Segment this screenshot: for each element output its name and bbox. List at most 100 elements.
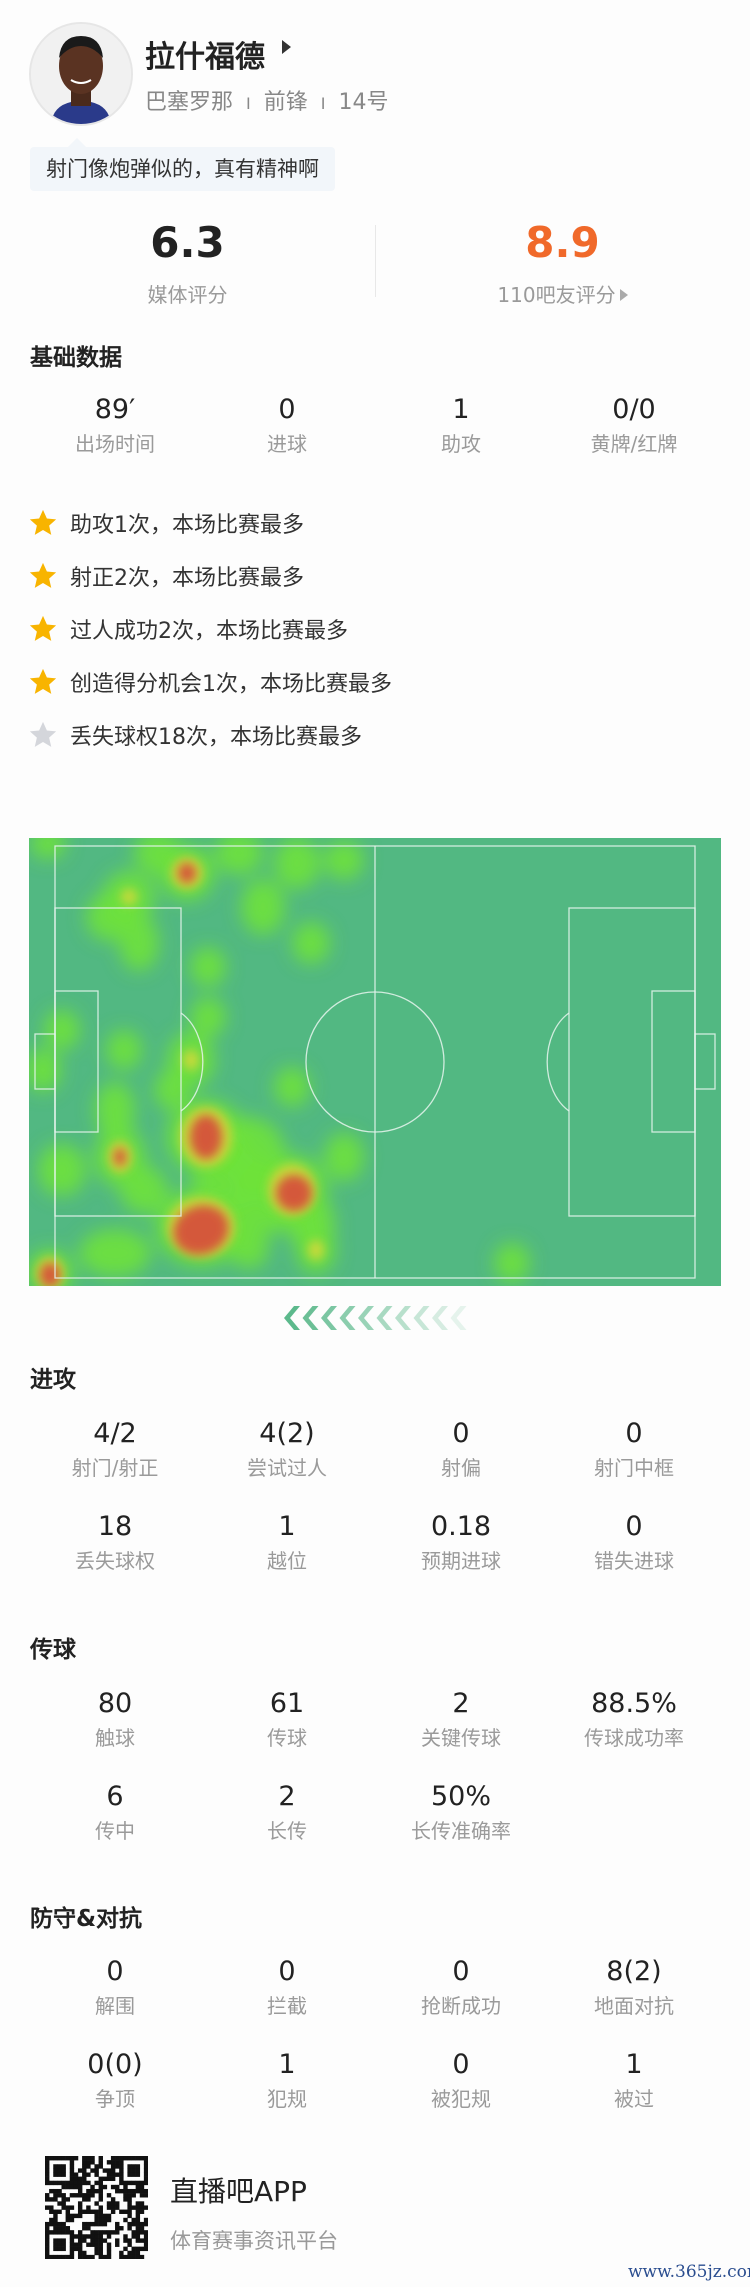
- stat-label: 长传准确率: [411, 1819, 511, 1843]
- stat-value: 0: [106, 1956, 124, 1987]
- stat-value: 0(0): [87, 2049, 143, 2080]
- heat-spot: [190, 997, 226, 1037]
- chevron-left-icon: [395, 1306, 411, 1330]
- heat-spot: [324, 1133, 364, 1181]
- stat-value: 1: [452, 394, 470, 425]
- heat-spot: [79, 1229, 151, 1277]
- stat-value: 0: [452, 2049, 470, 2080]
- stat-value: 6: [106, 1781, 124, 1812]
- highlight-text: 创造得分机会1次，本场比赛最多: [70, 672, 392, 697]
- highlight-item: 过人成功2次，本场比赛最多: [28, 611, 348, 647]
- stat-value: 80: [97, 1688, 133, 1719]
- star-gold-icon: [29, 562, 57, 588]
- star-gold-icon: [29, 615, 57, 641]
- stat-passing: 61 传球: [201, 1688, 373, 1752]
- fan-rating-label[interactable]: 110吧友评分: [375, 279, 750, 308]
- stat-label: 射门/射正: [71, 1456, 159, 1480]
- star-gold-icon: [29, 509, 57, 535]
- stat-defense: 0(0) 争顶: [29, 2049, 201, 2113]
- stat-label: 黄牌/红牌: [590, 432, 678, 456]
- stat-defense: 0 拦截: [201, 1956, 373, 2020]
- player-avatar[interactable]: [29, 22, 133, 126]
- stat-label: 射门中框: [594, 1456, 674, 1480]
- section-title-basic: 基础数据: [30, 345, 122, 371]
- stat-value: 0/0: [612, 394, 656, 425]
- player-name[interactable]: 拉什福德: [145, 40, 265, 75]
- section-title-defense: 防守&对抗: [30, 1906, 143, 1932]
- stat-label: 传球成功率: [584, 1726, 684, 1750]
- highlight-item: 射正2次，本场比赛最多: [28, 558, 304, 594]
- chevron-left-icon: [339, 1306, 356, 1330]
- stat-label: 触球: [95, 1726, 135, 1750]
- heat-spot: [274, 837, 320, 889]
- stat-label: 长传: [267, 1819, 307, 1843]
- stat-value: 88.5%: [591, 1688, 677, 1719]
- heat-spot: [324, 840, 364, 880]
- stat-label: 出场时间: [75, 432, 155, 456]
- heat-spot: [274, 1067, 310, 1107]
- stat-value: 0.18: [430, 1511, 492, 1542]
- star-gold-icon: [29, 668, 57, 694]
- qr-code[interactable]: [45, 2156, 148, 2259]
- stat-label: 尝试过人: [247, 1456, 327, 1480]
- chevron-left-icon: [321, 1306, 337, 1330]
- media-rating-label: 媒体评分: [147, 283, 228, 307]
- stat-basic: 1 助攻: [375, 394, 547, 458]
- stat-attack: 0 错失进球: [548, 1511, 720, 1575]
- stat-label: 丢失球权: [75, 1549, 155, 1573]
- stat-value: 0: [452, 1956, 470, 1987]
- heat-spot: [114, 1148, 126, 1166]
- highlight-text: 丢失球权18次，本场比赛最多: [70, 725, 362, 750]
- chevron-left-icon: [302, 1306, 319, 1330]
- stat-label: 关键传球: [421, 1726, 501, 1750]
- stat-attack: 0 射门中框: [548, 1418, 720, 1482]
- caret-right-icon[interactable]: [282, 40, 291, 54]
- stat-value: 0: [278, 394, 296, 425]
- stat-value: 2: [278, 1781, 296, 1812]
- heat-spot: [494, 1243, 530, 1283]
- stat-value: 1: [278, 1511, 296, 1542]
- stat-value: 4(2): [259, 1418, 315, 1449]
- stat-label: 被过: [614, 2087, 654, 2111]
- stat-value: 0: [625, 1418, 643, 1449]
- stat-value: 89′: [94, 394, 136, 425]
- stat-value: 18: [97, 1511, 133, 1542]
- app-name: 直播吧APP: [170, 2175, 307, 2208]
- highlight-item: 丢失球权18次，本场比赛最多: [28, 717, 362, 753]
- media-rating-value: 6.3: [150, 218, 225, 267]
- heat-spot: [308, 1240, 324, 1260]
- stat-basic: 0 进球: [201, 394, 373, 458]
- heatmap: [25, 827, 721, 1297]
- stat-defense: 8(2) 地面对抗: [548, 1956, 720, 2020]
- fan-rating-value: 8.9: [525, 218, 600, 267]
- heat-spot: [183, 1050, 199, 1070]
- goal-right: [694, 1033, 716, 1090]
- stat-passing: 2 长传: [201, 1781, 373, 1845]
- center-circle: [305, 991, 445, 1133]
- stat-label: 争顶: [95, 2087, 135, 2111]
- highlight-text: 过人成功2次，本场比赛最多: [70, 619, 348, 644]
- stat-value: 0: [625, 1511, 643, 1542]
- heat-spot: [178, 863, 196, 883]
- stat-value: 61: [269, 1688, 305, 1719]
- stat-value: 1: [278, 2049, 296, 2080]
- heat-spot: [190, 947, 226, 987]
- heat-spot: [40, 1263, 60, 1287]
- fan-rating-label-text: 110吧友评分: [497, 283, 616, 307]
- caret-right-icon: [619, 289, 628, 301]
- player-team[interactable]: 巴塞罗那: [145, 90, 234, 115]
- section-title-attack: 进攻: [30, 1367, 76, 1393]
- highlight-text: 助攻1次，本场比赛最多: [70, 513, 304, 538]
- fan-rating[interactable]: 8.9 110吧友评分: [375, 218, 750, 308]
- highlight-item: 助攻1次，本场比赛最多: [28, 505, 304, 541]
- heat-spot: [44, 1010, 80, 1050]
- heat-spot: [154, 1070, 190, 1110]
- stat-label: 地面对抗: [594, 1994, 674, 2018]
- stat-attack: 0.18 预期进球: [375, 1511, 547, 1575]
- heat-spot: [106, 1030, 142, 1070]
- separator: I: [246, 94, 251, 113]
- stat-value: 2: [452, 1688, 470, 1719]
- stat-defense: 0 解围: [29, 1956, 201, 2020]
- stat-label: 射偏: [441, 1456, 481, 1480]
- heat-spot: [292, 922, 330, 964]
